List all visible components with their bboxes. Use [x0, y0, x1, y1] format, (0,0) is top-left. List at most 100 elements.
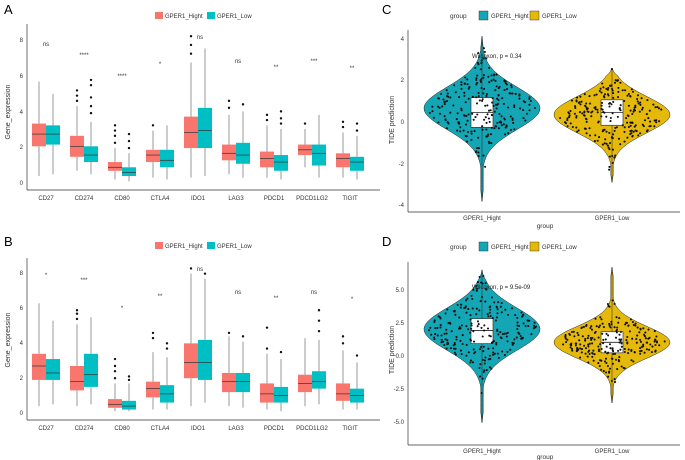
- point-low-60: [578, 111, 582, 114]
- point-high-83: [495, 341, 498, 345]
- point-low-180: [569, 109, 572, 113]
- point-high-191: [533, 106, 537, 110]
- point-high-128: [519, 107, 522, 110]
- point-high-214: [514, 314, 517, 317]
- point-high-195: [485, 128, 488, 131]
- point-low-131: [593, 338, 596, 341]
- point-high-123: [492, 353, 495, 356]
- point-high-71: [496, 328, 499, 331]
- point-high-145: [497, 333, 500, 336]
- point-low-163: [588, 102, 592, 105]
- point-low-74: [614, 126, 617, 129]
- outlier-lag3-high-0: [227, 331, 231, 335]
- point-low-126: [602, 338, 605, 341]
- outlier-pdcd1-low-2: [279, 110, 283, 113]
- point-low-159: [600, 359, 603, 362]
- point-high-45: [513, 338, 516, 341]
- point-low-198: [582, 325, 585, 328]
- point-low-136: [576, 331, 579, 334]
- point-high-47: [489, 357, 492, 360]
- point-low-185: [608, 131, 611, 134]
- point-high-173: [482, 76, 485, 79]
- panel-b: B GPER1_Hight GPER1_Low Gene_expression …: [4, 234, 380, 432]
- sig-b-3: **: [158, 294, 163, 300]
- point-low-71: [629, 130, 632, 133]
- box-ctla4-high: [146, 381, 160, 398]
- point-low-175: [608, 305, 611, 308]
- point-low-90: [648, 109, 651, 112]
- point-low-105: [577, 348, 580, 351]
- point-high-116: [433, 336, 436, 339]
- outlier-cd80-high-0: [113, 141, 117, 145]
- point-high-185: [526, 319, 529, 322]
- sig-a-6: **: [274, 65, 279, 71]
- x-tick-d-low: GPER1_Low: [595, 449, 630, 455]
- legend-c-label-high: GPER1_Hight: [491, 14, 529, 20]
- point-low-76: [606, 352, 609, 355]
- point-low-99: [633, 109, 637, 112]
- point-low-177: [587, 345, 590, 348]
- point-high-6: [472, 340, 476, 343]
- point-low-215: [622, 366, 625, 369]
- point-high-2: [443, 103, 446, 106]
- point-high-172: [439, 326, 442, 329]
- legend-b-swatch-high: [155, 242, 163, 249]
- point-low-39: [613, 302, 616, 305]
- point-high-61: [496, 121, 499, 125]
- point-low-183: [644, 337, 647, 340]
- point-low-161: [608, 324, 611, 327]
- point-high-11: [460, 107, 463, 110]
- box-ctla4-high: [146, 149, 160, 163]
- point-low-219: [621, 89, 624, 92]
- point-low-167: [591, 351, 594, 355]
- point-low-135: [590, 328, 594, 331]
- point-high-75: [467, 87, 470, 90]
- point-high-96: [487, 109, 491, 112]
- point-high-8: [449, 96, 452, 99]
- point-high-174: [505, 125, 508, 128]
- point-low-160: [584, 127, 587, 130]
- y-axis-label-b: Gene_expression: [5, 312, 12, 367]
- panel-a: A GPER1_Hight GPER1_Low Gene_expression …: [4, 2, 380, 202]
- outlier-cd274-low-4: [89, 78, 93, 82]
- point-low-58: [571, 349, 574, 352]
- point-low-64: [616, 326, 619, 329]
- y-tick-a-0: 0: [20, 181, 24, 187]
- box-cd80-low: [122, 400, 136, 410]
- outlier-lag3-low-0: [241, 335, 245, 338]
- box-cd27-high: [32, 353, 46, 380]
- point-low-53: [585, 102, 588, 105]
- point-low-160: [573, 335, 576, 338]
- point-low-98: [614, 336, 618, 339]
- point-high-5: [487, 117, 490, 120]
- point-high-184: [458, 316, 461, 319]
- point-high-155: [494, 89, 497, 92]
- point-low-135: [626, 121, 629, 124]
- point-low-40: [636, 94, 640, 97]
- box-marks-a: [32, 35, 364, 182]
- point-high-147: [499, 336, 502, 339]
- point-high-12: [466, 83, 469, 86]
- point-high-54: [447, 321, 450, 325]
- point-high-82: [485, 57, 488, 60]
- point-low-99: [608, 322, 611, 325]
- x-tick-a-ido1: IDO1: [191, 196, 206, 202]
- x-tick-a-cd274: CD274: [75, 196, 94, 202]
- point-low-22: [604, 338, 607, 341]
- point-low-56: [585, 118, 588, 121]
- point-high-114: [485, 94, 488, 98]
- point-high-27: [495, 316, 498, 319]
- point-high-155: [491, 316, 494, 320]
- point-low-47: [612, 100, 615, 103]
- sig-a-3: *: [159, 62, 162, 68]
- point-high-160: [518, 97, 521, 100]
- point-low-150: [606, 144, 609, 147]
- point-low-90: [580, 326, 583, 330]
- point-low-185: [634, 324, 637, 327]
- point-high-109: [438, 97, 441, 100]
- point-high-79: [452, 104, 455, 107]
- point-low-134: [579, 347, 582, 350]
- point-high-153: [522, 322, 525, 325]
- point-low-161: [629, 121, 632, 124]
- point-high-89: [504, 308, 507, 311]
